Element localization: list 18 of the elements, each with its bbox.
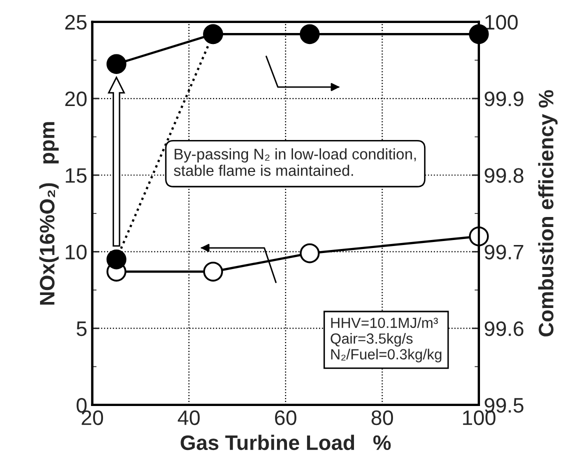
- y-tick-label: 15: [66, 168, 87, 183]
- annotation: HHV=10.1MJ/m³ Qair=3.5kg/s N₂/Fuel=0.3kg/kg: [330, 317, 442, 362]
- y2-axis-title: Combustion efficiency %: [538, 90, 558, 336]
- y2-tick-label: 99.9: [484, 92, 524, 106]
- y2-tick-label: 99.6: [484, 321, 524, 336]
- y-axis-title: NOx(16%O₂) ppm: [39, 122, 59, 305]
- x-tick-label: 40: [178, 410, 200, 426]
- x-tick-label: 60: [275, 410, 296, 426]
- x-axis-title: Gas Turbine Load %: [180, 434, 391, 450]
- y2-tick-label: 99.8: [484, 168, 524, 183]
- annotation: By-passing N₂ in low-load condition, stable flame is maintained.: [174, 148, 416, 176]
- y-tick-label: 10: [66, 244, 87, 260]
- x-tick-label: 80: [372, 410, 393, 426]
- y-tick-label: 25: [65, 14, 87, 30]
- y-tick-label: 5: [76, 322, 87, 336]
- y-tick-label: 20: [65, 92, 87, 106]
- y2-tick-label: 100: [485, 14, 518, 30]
- y2-tick-label: 99.7: [484, 244, 524, 260]
